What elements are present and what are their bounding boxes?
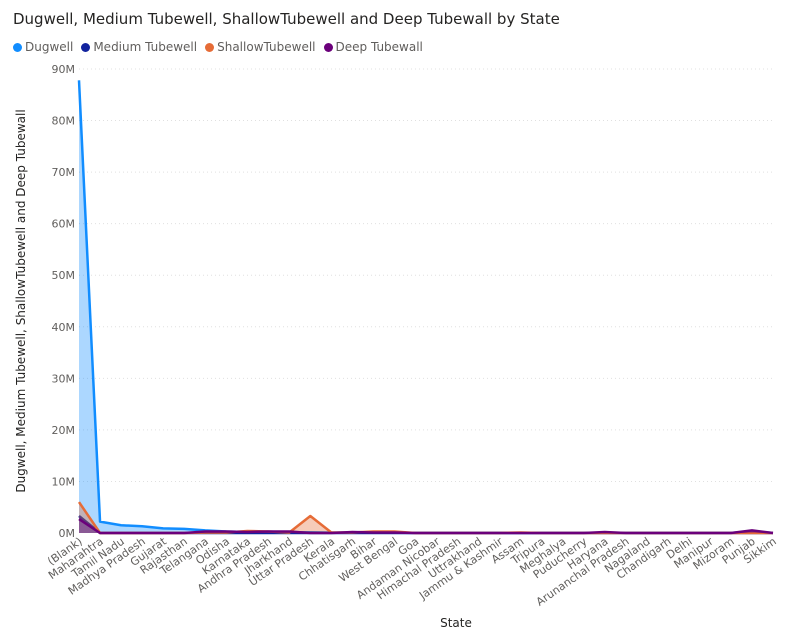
- legend-label-1: Medium Tubewell: [93, 40, 198, 54]
- y-axis-title: Dugwell, Medium Tubewell, ShallowTubewel…: [14, 109, 28, 492]
- legend-label-0: Dugwell: [25, 40, 74, 54]
- legend-marker-3: [323, 42, 333, 52]
- legend-item-0[interactable]: Dugwell: [13, 40, 73, 54]
- y-tick-label-8: 80M: [52, 115, 76, 128]
- y-tick-label-9: 90M: [52, 63, 76, 76]
- legend-marker-0: [13, 42, 22, 52]
- legend-item-1[interactable]: Medium Tubewell: [81, 40, 197, 54]
- series-line-0: [77, 80, 774, 535]
- y-tick-label-4: 40M: [52, 321, 76, 334]
- legend-item-3[interactable]: Deep Tubewall: [323, 40, 423, 54]
- y-tick-label-3: 30M: [52, 372, 76, 385]
- y-tick-label-6: 60M: [52, 218, 76, 231]
- legend: Dugwell Medium Tubewell ShallowTubewell Dee…: [13, 40, 425, 54]
- chart-title: Dugwell, Medium Tubewell, ShallowTubewel…: [13, 10, 560, 28]
- y-tick-label-1: 10M: [52, 475, 76, 488]
- x-axis-title: State: [440, 616, 472, 630]
- legend-label-2: ShallowTubewell: [217, 40, 316, 54]
- y-tick-label-2: 20M: [52, 424, 76, 437]
- y-tick-label-7: 70M: [52, 166, 76, 179]
- y-tick-label-0: 0M: [59, 527, 76, 540]
- legend-marker-1: [81, 42, 91, 52]
- legend-label-3: Deep Tubewall: [335, 40, 423, 54]
- series-area-0: [79, 80, 773, 533]
- series-line-3: [78, 518, 774, 535]
- legend-item-2[interactable]: ShallowTubewell: [205, 40, 316, 54]
- y-tick-label-5: 50M: [52, 269, 76, 282]
- legend-marker-2: [205, 42, 215, 52]
